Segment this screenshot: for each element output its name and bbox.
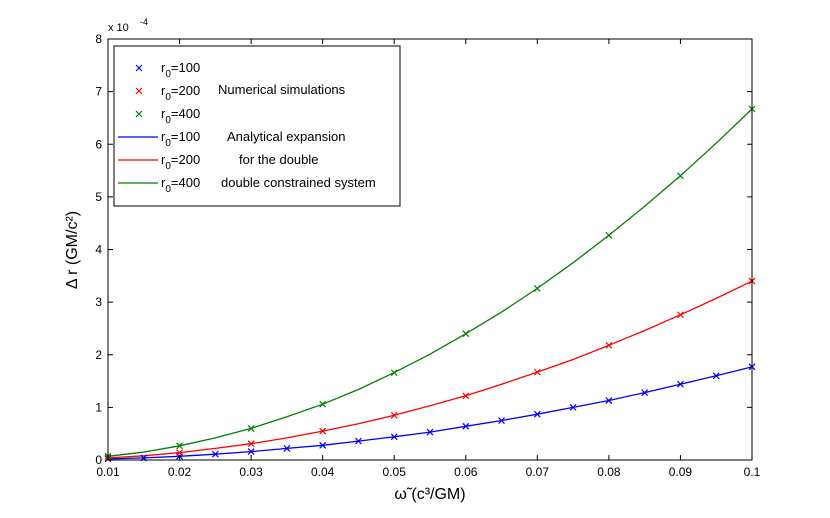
- x-tick-label: 0.09: [669, 465, 693, 479]
- y-multiplier-base: x 10: [108, 22, 129, 34]
- series-line: [107, 108, 753, 457]
- y-tick-label: 5: [95, 190, 102, 204]
- legend-label: r0=400: [161, 175, 200, 195]
- x-tick-label: 0.02: [168, 465, 192, 479]
- legend-marker: [135, 110, 143, 118]
- data-point-marker: [390, 369, 398, 377]
- y-tick-label: 0: [95, 453, 102, 467]
- legend-entry: r0=200: [118, 152, 200, 172]
- legend-marker: [135, 87, 143, 95]
- data-point-marker: [677, 311, 684, 319]
- data-point-marker: [283, 444, 291, 452]
- data-point-marker: [462, 392, 470, 400]
- data-point-marker: [462, 422, 470, 430]
- legend-analytical-text-3: double constrained system: [221, 175, 376, 190]
- x-axis: 0.01 0.02 0.03 0.04 0.05 0.06 0.07 0.08 0.09 0.1: [96, 39, 761, 479]
- data-point-marker: [355, 437, 362, 445]
- data-point-marker: [319, 427, 327, 435]
- legend-marker: [135, 64, 143, 72]
- data-point-marker: [211, 450, 219, 458]
- legend-label: r0=100: [161, 60, 200, 80]
- data-point-marker: [498, 417, 505, 424]
- y-tick-label: 3: [95, 295, 102, 309]
- series-line: [107, 366, 753, 460]
- x-tick-label: 0.08: [597, 465, 621, 479]
- data-point-marker: [247, 425, 255, 432]
- data-point-marker: [247, 440, 255, 448]
- data-point-marker: [605, 397, 613, 404]
- data-point-marker: [319, 400, 327, 408]
- legend-label: r0=100: [161, 129, 200, 149]
- y-multiplier-exponent: -4: [140, 17, 148, 27]
- y-tick-label: 1: [95, 400, 102, 414]
- data-point-marker: [533, 368, 541, 376]
- data-point-marker: [605, 341, 613, 349]
- x-axis-label: ω̃ (c³/GM): [394, 486, 465, 503]
- data-point-marker: [176, 442, 183, 450]
- x-tick-label: 0.03: [239, 465, 263, 479]
- data-point-marker: [677, 380, 684, 388]
- x-tick-label: 0.07: [526, 465, 550, 479]
- legend-entry: r0=100: [118, 129, 200, 149]
- data-point-marker: [533, 285, 541, 292]
- legend-entries: r0=100 r0=200 r0=400 r0=100 r0=200 r0=400: [118, 60, 200, 195]
- y-axis: 0 1 2 3 4 5 6 7 8: [95, 32, 752, 467]
- legend-numerical-text: Numerical simulations: [218, 82, 346, 97]
- x-tick-label: 0.05: [383, 465, 407, 479]
- y-tick-label: 6: [95, 137, 102, 151]
- x-tick-label: 0.04: [311, 465, 335, 479]
- data-point-marker: [247, 448, 255, 456]
- plot-content: [104, 105, 756, 463]
- legend-analytical-text-1: Analytical expansion: [227, 129, 346, 144]
- y-tick-label: 2: [95, 348, 102, 362]
- legend: r0=100 r0=200 r0=400 r0=100 r0=200 r0=400 Num…: [113, 45, 401, 207]
- series-markers: [104, 277, 756, 462]
- data-point-marker: [390, 411, 398, 419]
- x-tick-label: 0.01: [96, 465, 120, 479]
- legend-entry: r0=200: [135, 83, 200, 103]
- y-tick-label: 7: [95, 85, 102, 99]
- legend-label: r0=200: [161, 152, 200, 172]
- data-point-marker: [641, 389, 649, 397]
- data-point-marker: [390, 433, 398, 441]
- legend-analytical-text-2: for the double: [239, 152, 319, 167]
- x-tick-label: 0.1: [744, 465, 761, 479]
- y-tick-label: 8: [95, 32, 102, 46]
- data-point-marker: [605, 231, 613, 239]
- data-point-marker: [426, 428, 434, 436]
- data-point-marker: [533, 410, 541, 418]
- y-multiplier: x 10 -4: [108, 17, 148, 34]
- data-point-marker: [677, 172, 684, 180]
- series-markers: [104, 105, 756, 460]
- data-point-marker: [462, 330, 470, 338]
- data-point-marker: [319, 441, 327, 449]
- data-point-marker: [712, 372, 720, 380]
- y-tick-label: 4: [95, 243, 102, 257]
- series-markers: [104, 363, 756, 463]
- y-axis-label: Δ r (GM/c²): [64, 211, 81, 289]
- legend-entry: r0=400: [135, 106, 200, 126]
- data-point-marker: [176, 449, 183, 457]
- data-point-marker: [569, 403, 577, 411]
- legend-entry: r0=400: [118, 175, 200, 195]
- series-line: [107, 280, 753, 459]
- legend-label: r0=200: [161, 83, 200, 103]
- legend-box: [113, 45, 401, 207]
- x-tick-label: 0.06: [454, 465, 478, 479]
- legend-entry: r0=100: [135, 60, 200, 80]
- legend-label: r0=400: [161, 106, 200, 126]
